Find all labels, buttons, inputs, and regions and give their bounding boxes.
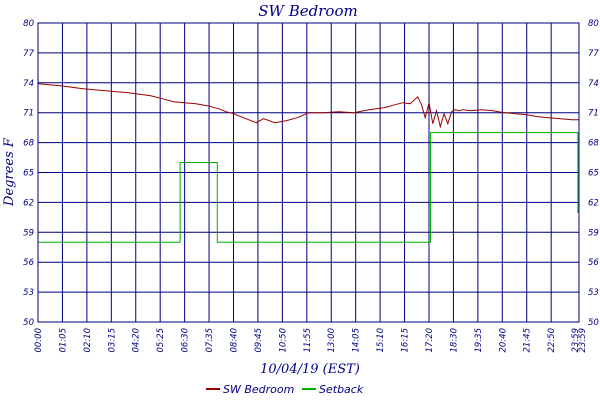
x-tick-label: 02:10 xyxy=(83,328,93,353)
y-tick-label-left: 77 xyxy=(23,49,34,59)
y-axis-left: 50 53 56 59 62 65 68 71 74 77 80 xyxy=(23,19,34,328)
x-tick-label: 11:55 xyxy=(303,328,313,353)
y-tick-label-right: 65 xyxy=(588,169,599,179)
y-tick-label-right: 80 xyxy=(588,19,599,29)
x-tick-label: 14:05 xyxy=(352,328,362,353)
x-end-label: 23:59 xyxy=(578,328,588,353)
legend-label: SW Bedroom xyxy=(223,383,294,396)
y-axis-label: Degrees F xyxy=(2,137,17,207)
y-tick-label-left: 56 xyxy=(23,258,34,268)
y-tick-label-right: 77 xyxy=(588,49,599,59)
x-axis: 00:00 01:05 02:10 03:15 04:20 05:25 06:30 07:35… xyxy=(34,328,588,353)
series-line-0 xyxy=(37,83,579,129)
x-tick-label: 01:05 xyxy=(58,328,68,353)
x-tick-label: 09:45 xyxy=(254,328,264,353)
x-tick-label: 16:15 xyxy=(401,328,411,353)
x-end-label: 23:59 xyxy=(571,328,581,353)
y-tick-label-right: 50 xyxy=(588,318,599,328)
x-tick-label: 13:00 xyxy=(327,328,337,353)
y-tick-label-left: 74 xyxy=(23,79,34,89)
y-tick-label-right: 71 xyxy=(588,109,599,119)
grid xyxy=(37,22,579,323)
x-tick-label: 00:00 xyxy=(34,328,44,353)
y-tick-label-left: 59 xyxy=(23,228,34,238)
x-tick-label: 19:35 xyxy=(474,328,484,353)
x-tick-label: 18:30 xyxy=(449,328,459,353)
legend: SW Bedroom Setback xyxy=(206,383,364,396)
x-tick-label: 17:20 xyxy=(425,328,435,353)
x-tick-label: 21:45 xyxy=(523,328,533,353)
x-tick-label: 03:15 xyxy=(107,328,117,353)
x-tick-label: 15:10 xyxy=(376,328,386,353)
x-tick-label: 04:20 xyxy=(132,328,142,353)
x-axis-label: 10/04/19 (EST) xyxy=(260,362,360,377)
x-tick-label: 22:50 xyxy=(547,328,557,353)
y-tick-label-left: 68 xyxy=(23,139,34,149)
y-tick-label-right: 62 xyxy=(588,198,599,208)
chart-title: SW Bedroom xyxy=(258,2,357,20)
y-tick-label-right: 59 xyxy=(588,228,599,238)
x-tick-label: 20:40 xyxy=(498,328,508,353)
y-tick-label-left: 62 xyxy=(23,198,34,208)
x-tick-label: 10:50 xyxy=(278,328,288,353)
x-tick-label: 06:30 xyxy=(181,328,191,353)
plot-frame xyxy=(37,22,580,323)
series-lines xyxy=(37,83,579,243)
x-tick-label: 08:40 xyxy=(229,328,239,353)
y-tick-label-right: 74 xyxy=(588,79,599,89)
y-tick-label-right: 53 xyxy=(588,288,599,298)
y-tick-label-left: 80 xyxy=(23,19,34,29)
y-tick-label-left: 53 xyxy=(23,288,34,298)
x-tick-label: 05:25 xyxy=(156,328,166,353)
series-line-1 xyxy=(38,132,579,243)
y-tick-label-left: 65 xyxy=(23,169,34,179)
legend-label: Setback xyxy=(319,383,364,396)
y-tick-label-left: 50 xyxy=(23,318,34,328)
y-tick-label-right: 68 xyxy=(588,139,599,149)
y-tick-label-right: 56 xyxy=(588,258,599,268)
y-axis-right: 50 53 56 59 62 65 68 71 74 77 80 xyxy=(588,19,599,328)
x-tick-label: 07:35 xyxy=(205,328,215,353)
y-tick-label-left: 71 xyxy=(23,109,34,119)
